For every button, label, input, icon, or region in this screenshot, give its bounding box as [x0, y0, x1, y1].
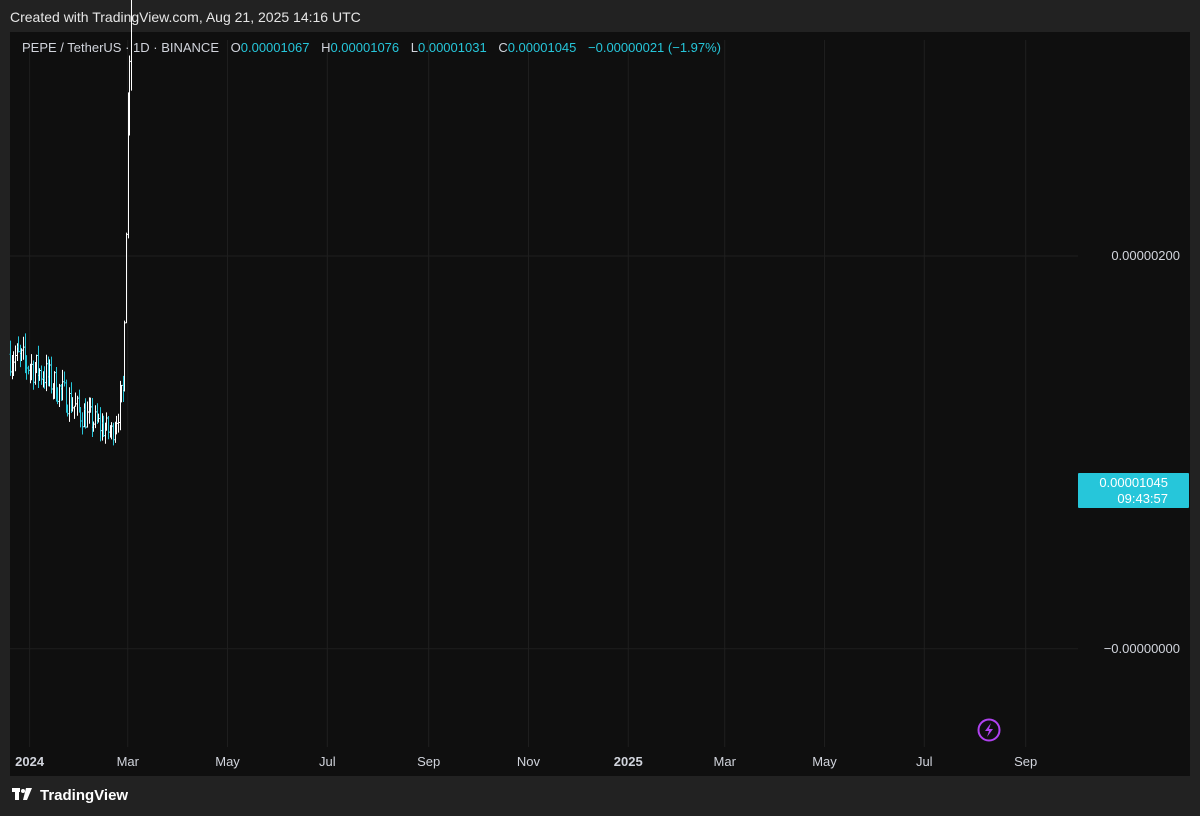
ohlc-bar [76, 395, 79, 416]
lightning-icon[interactable] [977, 718, 1001, 742]
ohlc-bar [107, 416, 110, 440]
x-tick-label: May [812, 754, 837, 769]
ohlc-bar [102, 415, 105, 438]
open-value: 0.00001067 [240, 40, 310, 55]
tradingview-footer[interactable]: TradingView [12, 787, 128, 805]
ohlc-bar [30, 354, 33, 381]
ohlc-bar [9, 340, 12, 376]
ohlc-bar [50, 356, 53, 394]
ohlc-bar [112, 422, 115, 446]
ohlc-bar [81, 412, 84, 435]
ohlc-bar [66, 404, 69, 417]
ohlc-bar [32, 360, 35, 390]
ohlc-bar [43, 366, 46, 389]
close-label: C [498, 40, 508, 55]
y-tick-label: −0.00000000 [1104, 641, 1180, 656]
ohlc-bar [105, 412, 108, 431]
ohlc-bar [92, 421, 95, 432]
ohlc-bar [84, 398, 87, 429]
ohlc-bar [125, 232, 128, 324]
x-tick-label: 2024 [15, 754, 45, 769]
price-axis: 0.000030000.000028000.000026000.00002400… [1104, 248, 1180, 656]
ohlc-bar [130, 0, 132, 91]
ohlc-bar [14, 345, 17, 372]
ohlc-bar [71, 397, 74, 412]
change-value: −0.00000021 (−1.97%) [588, 40, 722, 55]
ohlc-bar [17, 336, 20, 353]
y-tick-label: 0.00000200 [1111, 248, 1180, 263]
ohlc-bar [20, 348, 23, 362]
created-with-text: Created with TradingView.com, Aug 21, 20… [10, 9, 361, 25]
low-value: 0.00001031 [418, 40, 487, 55]
price-tag-countdown: 09:43:57 [1117, 491, 1168, 506]
ohlc-bar [110, 422, 113, 440]
high-label: H [321, 40, 331, 55]
x-tick-label: Nov [517, 754, 541, 769]
ohlc-bar [40, 365, 43, 385]
ohlc-bar [53, 371, 56, 399]
chart-panel[interactable] [10, 32, 1190, 776]
x-tick-label: Sep [417, 754, 440, 769]
ohlc-bar [12, 351, 15, 377]
x-tick-label: May [215, 754, 240, 769]
ohlc-bar [27, 365, 30, 375]
ohlc-bar [74, 392, 77, 407]
price-tag-value: 0.00001045 [1099, 475, 1168, 490]
ohlc-bar [89, 397, 92, 413]
ohlc-bar [61, 369, 64, 401]
ohlc-bar [48, 359, 51, 387]
x-tick-label: 2025 [614, 754, 643, 769]
x-tick-label: Jul [319, 754, 336, 769]
close-value: 0.00001045 [507, 40, 577, 55]
low-label: L [410, 40, 418, 55]
ohlc-bars [9, 0, 132, 446]
ohlc-bar [94, 405, 97, 429]
price-tag: 0.00001045 09:43:57 [1078, 473, 1189, 508]
ohlc-legend: PEPE / TetherUS · 1D · BINANCE O0.000010… [22, 40, 721, 55]
x-tick-label: Sep [1014, 754, 1037, 769]
x-tick-label: Mar [714, 754, 737, 769]
ohlc-bar [38, 368, 41, 381]
ohlc-bar [128, 55, 131, 136]
ohlc-bar [115, 415, 118, 435]
symbol-label: PEPE / TetherUS · 1D · BINANCE [22, 40, 219, 55]
tradingview-brand: TradingView [40, 787, 129, 804]
ohlc-bar [123, 320, 126, 392]
ohlc-bar [56, 387, 59, 405]
ohlc-bar [97, 413, 100, 423]
ohlc-bar [120, 384, 123, 403]
ohlc-bar [22, 336, 25, 360]
high-value: 0.00001076 [330, 40, 400, 55]
ohlc-bar [45, 354, 48, 392]
ohlc-bar [37, 345, 40, 388]
ohlc-bar [73, 405, 76, 419]
ohlc-bar [63, 371, 66, 387]
x-tick-label: Jul [916, 754, 933, 769]
chart-grid [10, 40, 1078, 747]
ohlc-bar [58, 383, 61, 408]
tradingview-logo-icon [12, 787, 34, 805]
ohlc-bar [25, 355, 28, 380]
time-axis: 2024 Mar May Jul Sep Nov 2025 Mar May Jul Sep [15, 754, 1037, 769]
ohlc-bar [79, 406, 82, 428]
ohlc-bar [68, 387, 71, 422]
open-label: O [230, 40, 241, 55]
top-bar: Created with TradingView.com, Aug 21, 20… [0, 0, 1200, 32]
ohlc-bar [99, 407, 102, 442]
ohlc-bar [35, 354, 38, 374]
x-tick-label: Mar [117, 754, 140, 769]
ohlc-bar [117, 413, 120, 433]
ohlc-bar [86, 401, 89, 428]
